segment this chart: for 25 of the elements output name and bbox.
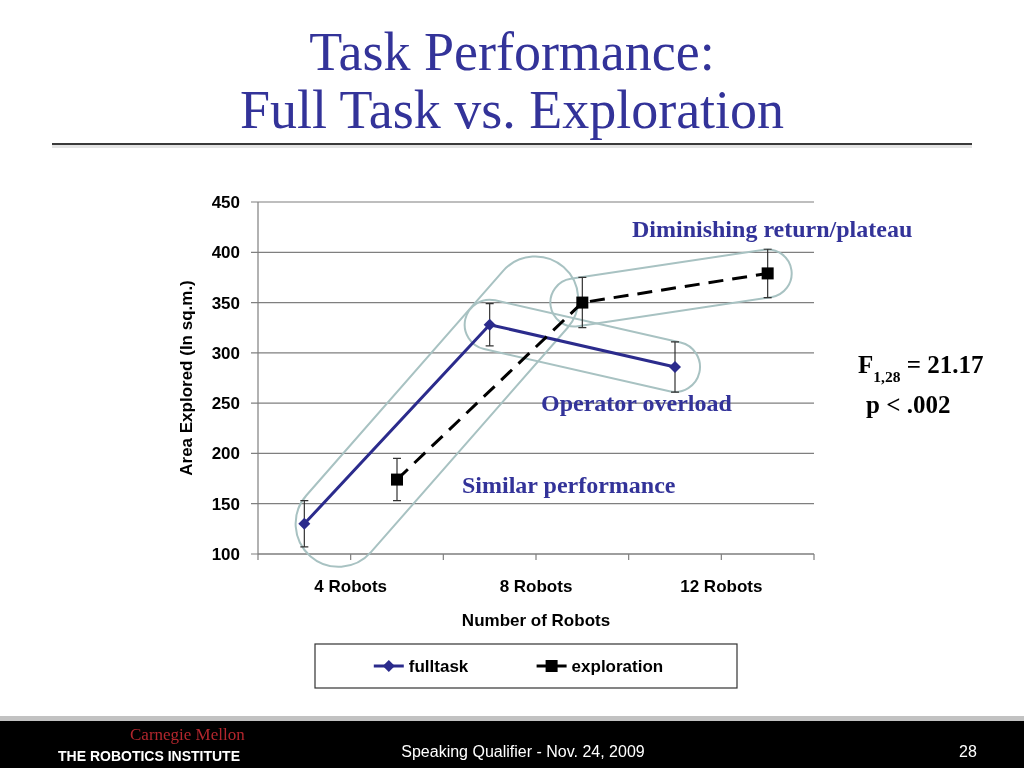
- annotation: Diminishing return/plateau: [632, 216, 913, 242]
- x-axis-title: Number of Robots: [461, 611, 611, 630]
- y-tick-label: 200: [211, 444, 240, 464]
- x-tick-label: 12 Robots: [680, 577, 763, 596]
- legend-label: fulltask: [408, 656, 469, 676]
- text: Carnegie Mellon: [130, 725, 246, 744]
- legend-label: exploration: [571, 656, 664, 676]
- chart-title: Task Performance: Full Task vs. Exploration: [239, 22, 785, 140]
- y-tick-label: 150: [211, 494, 240, 514]
- text: p < .002: [866, 391, 951, 418]
- x-tick-label: 8 Robots: [499, 577, 573, 596]
- y-tick-label: 350: [211, 293, 240, 313]
- annotation: Similar performance: [462, 472, 676, 498]
- y-tick-label: 250: [211, 394, 240, 414]
- text: F$_{1,28}$ = 21.17: [858, 351, 984, 385]
- text: THE ROBOTICS INSTITUTE: [58, 748, 240, 764]
- x-tick-label: 4 Robots: [314, 577, 388, 596]
- y-tick-label: 300: [211, 343, 240, 363]
- annotation: Operator overload: [541, 390, 733, 416]
- y-tick-label: 100: [211, 544, 240, 564]
- text: 28: [959, 743, 977, 760]
- text: Speaking Qualifier - Nov. 24, 2009: [401, 743, 645, 760]
- y-tick-label: 450: [211, 192, 240, 212]
- y-tick-label: 400: [211, 243, 240, 263]
- y-axis-title: Area Explored (In sq.m.): [177, 280, 196, 476]
